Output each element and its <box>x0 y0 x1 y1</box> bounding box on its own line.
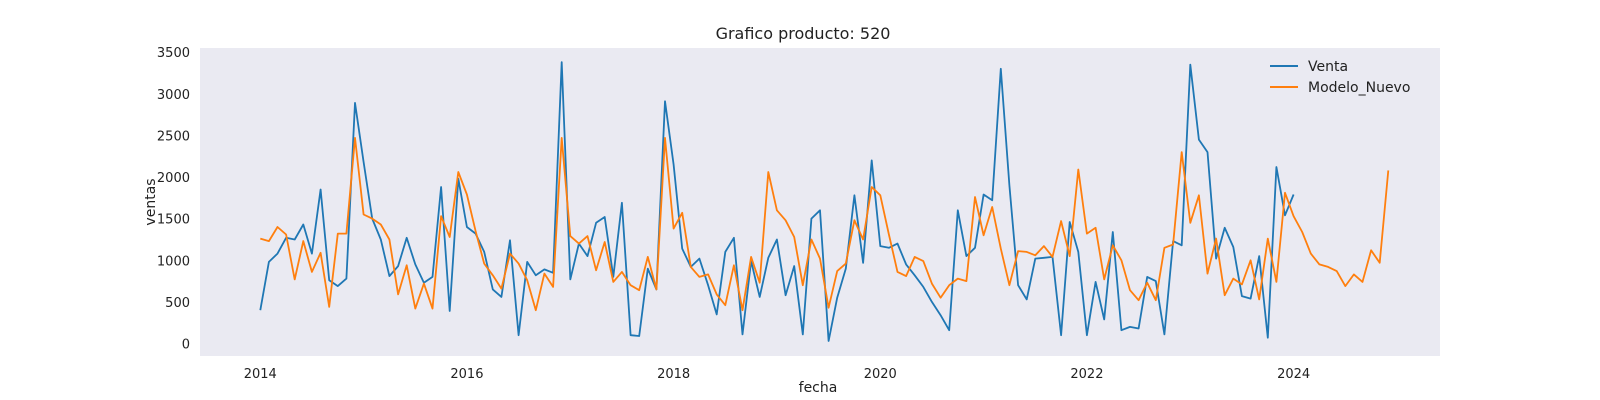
x-tick-label: 2022 <box>1070 367 1103 382</box>
y-tick-label: 500 <box>165 296 190 311</box>
x-axis-ticks: 2014 2016 2018 2020 2022 2024 <box>244 367 1310 382</box>
y-tick-label: 1000 <box>157 254 190 269</box>
y-tick-label: 2500 <box>157 129 190 144</box>
y-tick-label: 3500 <box>157 46 190 61</box>
x-axis-label: fecha <box>799 380 838 396</box>
x-tick-label: 2018 <box>657 367 690 382</box>
legend-label: Modelo_Nuevo <box>1308 80 1410 96</box>
y-tick-label: 2000 <box>157 171 190 186</box>
series-line-modelo-nuevo <box>260 136 1390 312</box>
x-tick-label: 2014 <box>244 367 277 382</box>
y-tick-label: 0 <box>182 338 190 353</box>
y-tick-label: 1500 <box>157 213 190 228</box>
legend: Venta Modelo_Nuevo <box>1270 59 1410 96</box>
series-line-venta <box>259 61 1295 342</box>
x-tick-label: 2016 <box>450 367 483 382</box>
chart-title: Grafico producto: 520 <box>716 24 891 43</box>
y-axis-label: ventas <box>143 178 159 225</box>
x-tick-label: 2020 <box>864 367 897 382</box>
y-tick-label: 3000 <box>157 88 190 103</box>
legend-item: Modelo_Nuevo <box>1270 80 1410 96</box>
series-lines <box>259 61 1390 342</box>
legend-label: Venta <box>1308 59 1348 75</box>
y-axis-ticks: 0 500 1000 1500 2000 2500 3000 3500 <box>157 46 190 352</box>
plot-area <box>200 48 1440 356</box>
legend-item: Venta <box>1270 59 1348 75</box>
x-tick-label: 2024 <box>1277 367 1310 382</box>
